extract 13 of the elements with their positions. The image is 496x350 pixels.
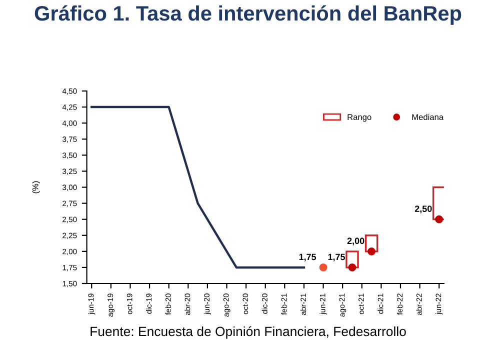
data-label: 1,75 [328,254,346,262]
legend-label: Mediana [412,114,444,120]
point [368,247,376,256]
y-axis-title: (%) [32,181,40,194]
point [319,264,328,272]
legend-label: Rango [348,114,372,122]
chart-title: Gráfico 1. Tasa de intervención del BanRep [34,5,462,25]
data-label: 1,75 [299,254,316,262]
point [435,215,444,224]
source-note: Fuente: Encuesta de Opinión Financiera, Fedesarrollo [90,326,406,339]
data-label: 2,50 [414,206,432,214]
data-label: 2,00 [347,238,364,246]
point [348,264,356,272]
